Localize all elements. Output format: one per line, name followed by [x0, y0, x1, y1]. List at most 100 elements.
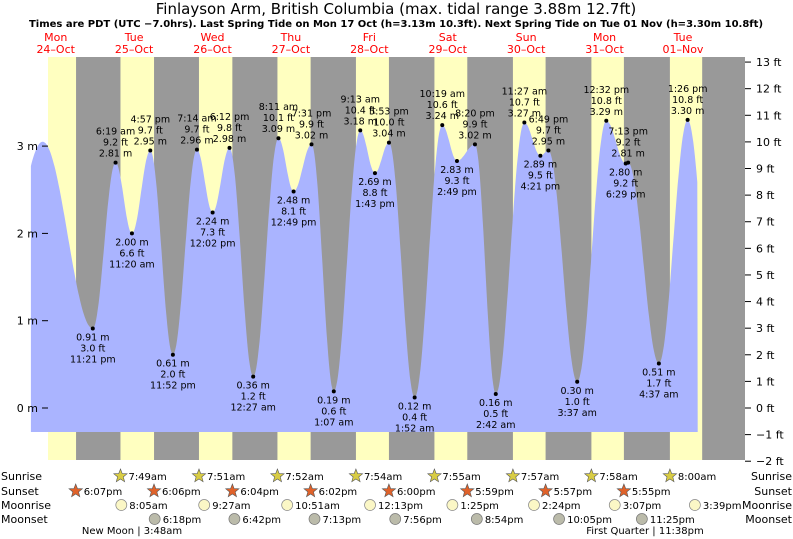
chart-subtitle: Times are PDT (UTC −7.0hrs). Last Spring… — [29, 19, 763, 30]
tide-point — [276, 136, 281, 141]
day-weekday-label: Sat — [439, 31, 458, 44]
tide-metres-label: 0.61 m — [156, 359, 189, 370]
right-axis-tick-label: 2 ft — [756, 349, 775, 362]
tide-point — [227, 145, 232, 150]
row-label-sunset: Sunset — [1, 485, 39, 498]
sunrise-time: 7:54am — [364, 472, 402, 483]
sunset-icon — [303, 483, 319, 498]
moonset-icon — [308, 513, 321, 525]
moonrise-icon — [608, 499, 621, 511]
tide-feet-label: 9.3 ft — [444, 176, 469, 187]
moonrise-time: 3:39pm — [703, 501, 742, 512]
day-weekday-label: Mon — [44, 31, 67, 44]
row-label-sunset-right: Sunset — [754, 485, 792, 498]
tide-metres-label: 2.81 m — [611, 149, 644, 160]
right-axis-tick-label: 13 ft — [756, 56, 782, 69]
day-date-label: 27–Oct — [272, 43, 311, 56]
left-axis-tick-label: 0 m — [17, 402, 38, 415]
right-axis-tick-label: 12 ft — [756, 83, 782, 96]
sunrise-time: 7:51am — [207, 472, 245, 483]
tide-metres-label: 3.27 m — [508, 109, 541, 120]
right-axis-tick-label: 8 ft — [756, 189, 775, 202]
tide-feet-label: 8.1 ft — [281, 206, 306, 217]
moonset-icon — [470, 513, 483, 525]
tide-point — [129, 231, 134, 236]
moonrise-icon — [198, 499, 211, 511]
moonset-icon — [228, 513, 241, 525]
tide-feet-label: 0.6 ft — [321, 406, 346, 417]
right-axis-tick-label: 3 ft — [756, 322, 775, 335]
tide-metres-label: 3.24 m — [426, 111, 459, 122]
moonset-time: 11:25pm — [650, 515, 695, 526]
axes: 3 m 2 m 1 m 0 m 13 ft 12 ft 11 ft 10 ft 9 ft 8 ft… — [17, 56, 785, 468]
day-date-label: 29–Oct — [428, 43, 467, 56]
tide-metres-label: 0.36 m — [236, 381, 269, 392]
tide-feet-label: 10.1 ft — [263, 113, 294, 124]
right-axis-tick-label: 6 ft — [756, 242, 775, 255]
moonrise-icon — [446, 499, 459, 511]
sunrise-icon — [191, 468, 207, 483]
moonset-time: 8:54pm — [485, 515, 524, 526]
tide-metres-label: 0.12 m — [398, 402, 431, 413]
sunset-time: 6:00pm — [397, 487, 436, 498]
tide-metres-label: 0.16 m — [479, 398, 512, 409]
right-axis-tick-label: 5 ft — [756, 269, 775, 282]
right-axis-tick-label: 10 ft — [756, 136, 782, 149]
sunrise-icon — [348, 468, 364, 483]
row-label-sunrise: Sunrise — [1, 470, 42, 483]
tide-time-label: 2:49 pm — [437, 187, 477, 198]
left-axis-tick-label: 2 m — [17, 227, 38, 240]
tide-feet-label: 1.0 ft — [565, 397, 590, 408]
sunset-icon — [224, 483, 240, 498]
row-label-moonset: Moonset — [1, 513, 48, 526]
tide-point — [194, 147, 199, 152]
tide-time-label: 7:14 am — [177, 114, 216, 125]
tide-metres-label: 2.83 m — [440, 165, 473, 176]
tide-feet-label: 1.7 ft — [646, 378, 671, 389]
moonrise-icon — [528, 499, 540, 511]
moonset-icon — [389, 513, 402, 525]
tide-metres-label: 2.48 m — [277, 195, 310, 206]
tide-feet-label: 10.6 ft — [427, 100, 458, 111]
sunrise-icon — [505, 468, 521, 483]
day-weekday-label: Tue — [673, 31, 693, 44]
tide-metres-label: 0.51 m — [642, 367, 675, 378]
sunrise-icon — [583, 468, 599, 483]
tide-time-label: 11:21 pm — [70, 355, 116, 366]
sunset-icon — [146, 483, 162, 498]
moonset-time: 10:05pm — [567, 515, 612, 526]
sunrise-time: 7:49am — [128, 472, 166, 483]
tide-feet-label: 9.2 ft — [616, 138, 641, 149]
tide-time-label: 4:21 pm — [521, 182, 561, 193]
tide-metres-label: 2.69 m — [358, 177, 391, 188]
moonrise-time: 2:24pm — [542, 501, 581, 512]
sunset-icon — [381, 483, 397, 498]
tide-point — [331, 389, 336, 394]
tide-time-label: 11:27 am — [502, 87, 547, 98]
moonset-time: 6:18pm — [163, 515, 202, 526]
tide-point — [372, 171, 377, 176]
tide-time-label: 4:57 pm — [130, 114, 170, 125]
day-date-label: 28–Oct — [350, 43, 389, 56]
moonrise-icon — [281, 499, 294, 511]
sunset-time: 5:57pm — [554, 487, 593, 498]
tide-point — [113, 160, 118, 165]
tide-point — [493, 392, 498, 397]
tide-point — [454, 158, 459, 163]
day-date-label: 25–Oct — [115, 43, 154, 56]
tide-time-label: 3:37 am — [557, 408, 596, 419]
sunset-icon — [538, 483, 554, 498]
sunrise-icon — [426, 468, 442, 483]
tide-time-label: 7:31 pm — [292, 108, 332, 119]
day-date-label: 01–Nov — [662, 43, 703, 56]
tide-time-label: 6:19 am — [96, 127, 135, 138]
tide-point — [170, 352, 175, 357]
day-date-label: 30–Oct — [507, 43, 546, 56]
tide-feet-label: 9.5 ft — [528, 171, 553, 182]
day-weekday-label: Tue — [124, 31, 144, 44]
tide-point — [358, 128, 363, 133]
tide-metres-label: 2.00 m — [115, 237, 148, 248]
moonrise-time: 3:07pm — [623, 501, 662, 512]
